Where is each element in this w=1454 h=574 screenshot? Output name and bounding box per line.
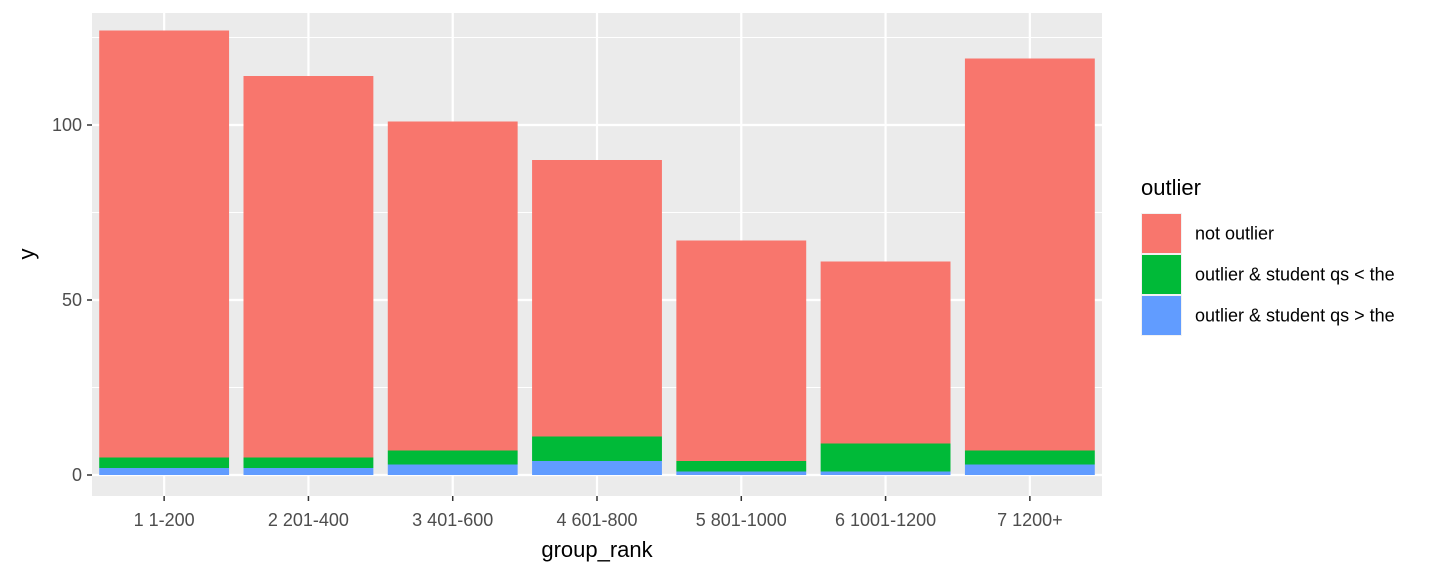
x-tick-label: 3 401-600 <box>412 510 493 530</box>
x-tick-label: 2 201-400 <box>268 510 349 530</box>
y-tick-label: 0 <box>72 465 82 485</box>
bar-segment <box>676 240 807 461</box>
bar-segment <box>964 58 1095 451</box>
bar-segment <box>387 121 518 451</box>
legend-label: not outlier <box>1195 224 1274 244</box>
bar-segment <box>243 468 374 475</box>
bars <box>99 30 1095 475</box>
x-tick-label: 5 801-1000 <box>696 510 787 530</box>
legend-key <box>1142 214 1181 253</box>
legend-label: outlier & student qs < the <box>1195 265 1395 285</box>
bar-segment <box>820 261 951 444</box>
bar-segment <box>387 450 518 465</box>
bar-segment <box>820 471 951 475</box>
y-axis-title: y <box>14 249 39 260</box>
bar-segment <box>676 471 807 475</box>
y-axis: 0 50 100 <box>52 115 92 485</box>
bar-segment <box>243 457 374 468</box>
legend-title: outlier <box>1141 175 1201 200</box>
legend-label: outlier & student qs > the <box>1195 306 1395 326</box>
x-tick-label: 6 1001-1200 <box>835 510 936 530</box>
bar-segment <box>964 464 1095 475</box>
x-axis: 1 1-200 2 201-400 3 401-600 4 601-800 5 801-… <box>134 496 1063 530</box>
legend-key <box>1142 255 1181 294</box>
bar-segment <box>676 461 807 472</box>
bar-segment <box>387 464 518 475</box>
bar-segment <box>532 436 662 461</box>
legend: outlier not outlier outlier & student qs … <box>1141 175 1395 336</box>
bar-segment <box>532 461 662 475</box>
bar-segment <box>99 468 230 475</box>
legend-key <box>1142 296 1181 335</box>
bar-segment <box>820 443 951 472</box>
x-axis-title: group_rank <box>541 537 653 562</box>
bar-segment <box>532 160 662 437</box>
x-tick-label: 4 601-800 <box>556 510 637 530</box>
bar-segment <box>243 76 374 458</box>
x-tick-label: 1 1-200 <box>134 510 195 530</box>
x-tick-label: 7 1200+ <box>997 510 1063 530</box>
y-tick-label: 100 <box>52 115 82 135</box>
bar-segment <box>99 30 230 458</box>
bar-segment <box>964 450 1095 465</box>
y-tick-label: 50 <box>62 290 82 310</box>
bar-segment <box>99 457 230 468</box>
